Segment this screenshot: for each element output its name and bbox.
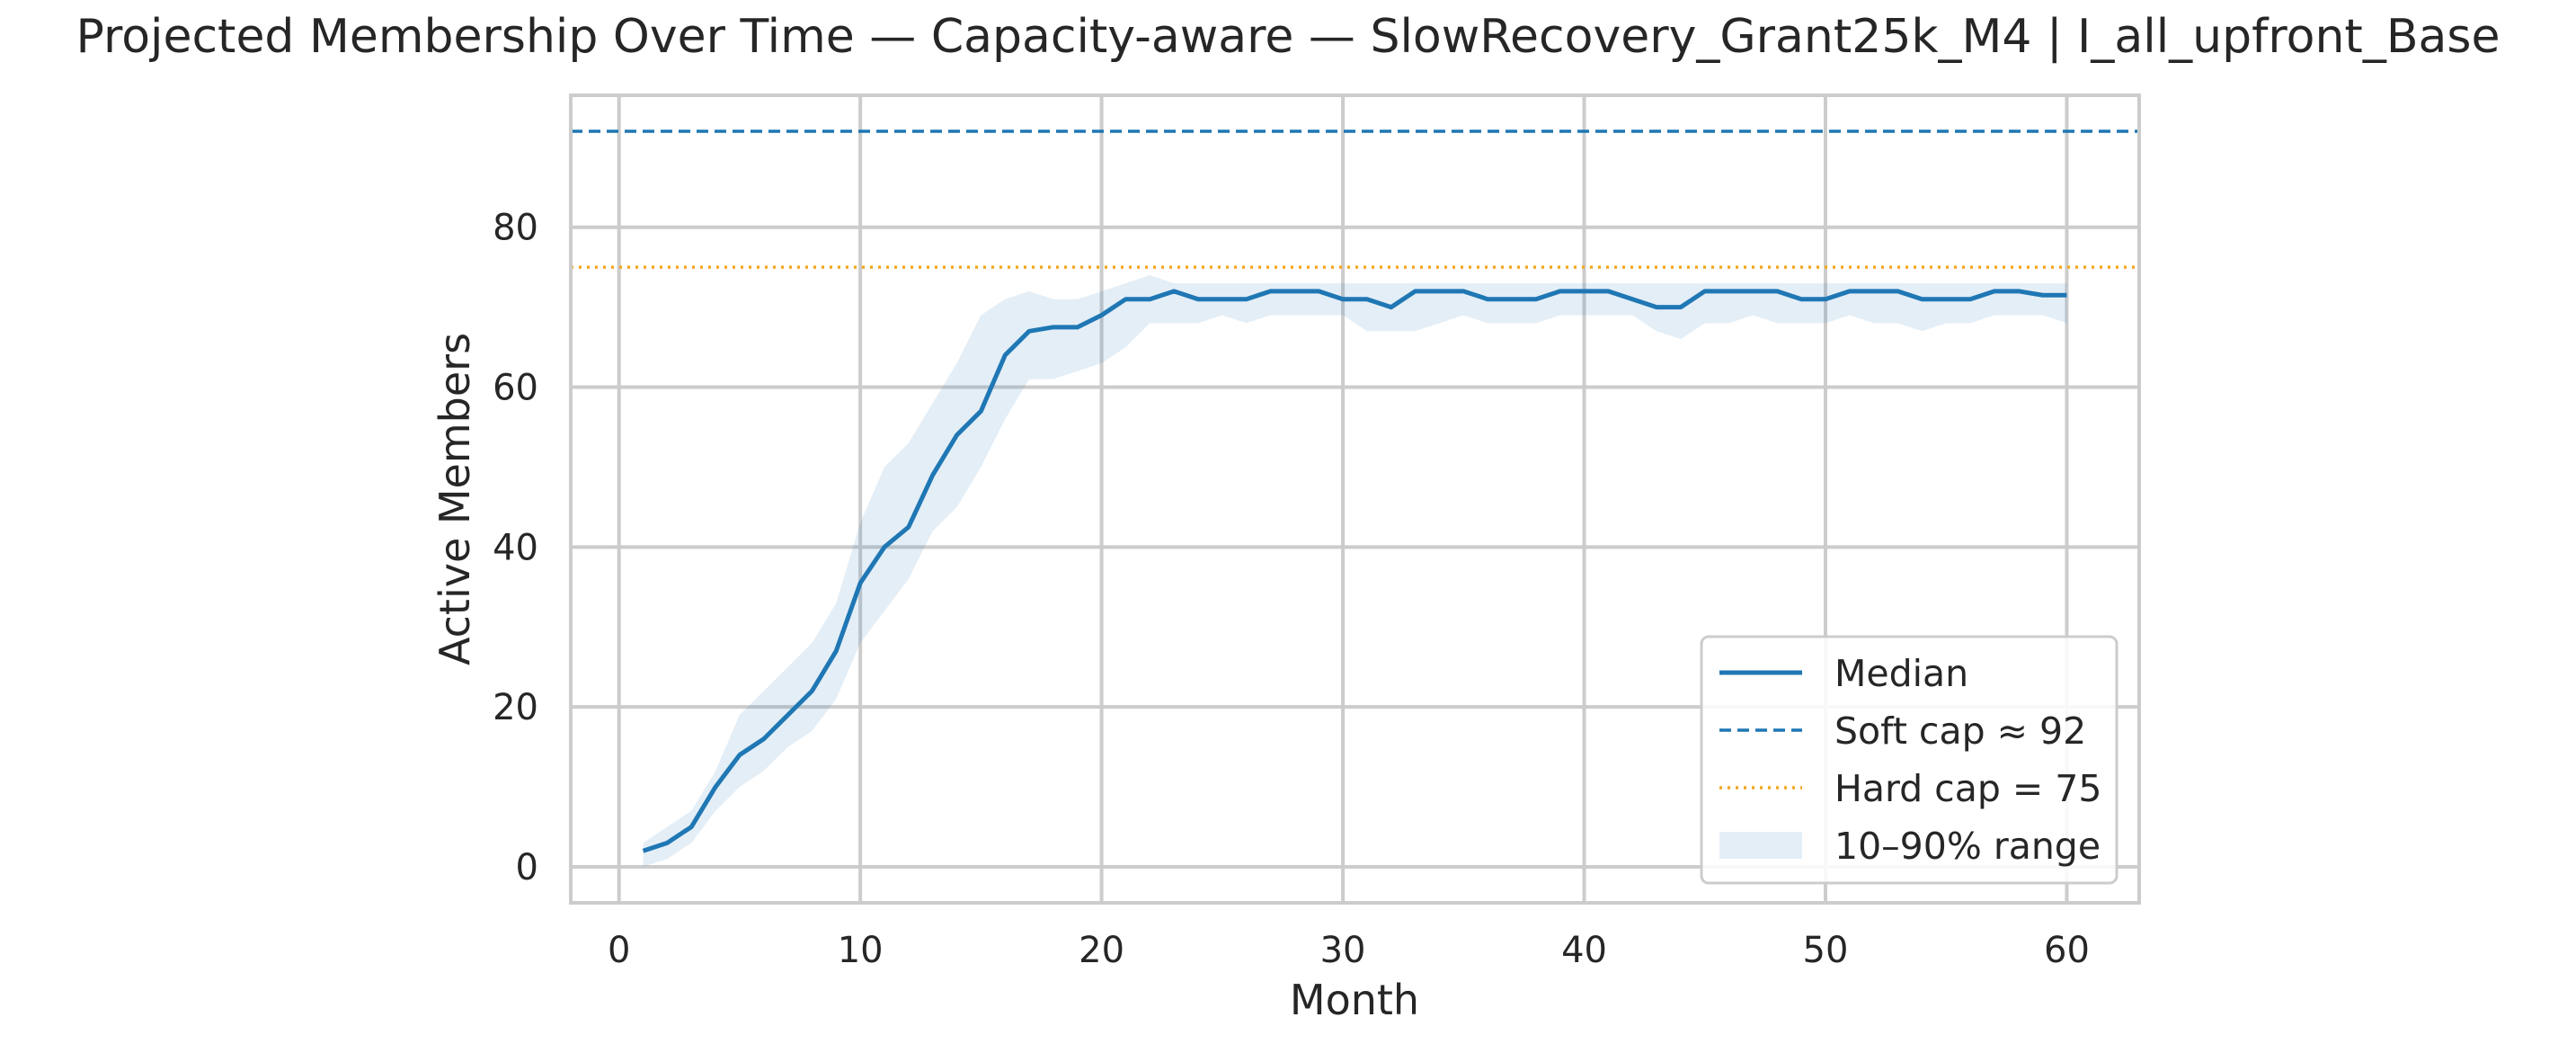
- y-axis-label: Active Members: [431, 333, 479, 665]
- legend-swatch-band: [1719, 832, 1802, 859]
- x-tick-label: 0: [608, 930, 630, 971]
- band-layer: [643, 275, 2067, 867]
- x-axis-label: Month: [1290, 976, 1419, 1024]
- y-tick-label: 40: [493, 527, 538, 568]
- series-layer: [642, 289, 2067, 853]
- x-tick-label: 20: [1079, 930, 1124, 971]
- x-tick-label: 30: [1320, 930, 1366, 971]
- legend-label: Hard cap = 75: [1834, 767, 2101, 810]
- x-axis-ticks: 0 10 20 30 40 50 60: [608, 930, 2090, 971]
- percentile-band: [643, 275, 2067, 867]
- x-tick-label: 10: [838, 930, 884, 971]
- legend-label: Soft cap ≈ 92: [1834, 709, 2086, 753]
- legend: Median Soft cap ≈ 92 Hard cap = 75 10–90% r…: [1700, 635, 2119, 885]
- y-axis-ticks: 0 20 40 60 80: [493, 208, 538, 888]
- y-tick-label: 60: [493, 368, 538, 409]
- y-tick-label: 80: [493, 208, 538, 249]
- x-tick-label: 50: [1803, 930, 1849, 971]
- y-tick-label: 0: [516, 847, 538, 888]
- legend-label: Median: [1834, 652, 1968, 695]
- x-tick-label: 60: [2044, 930, 2090, 971]
- x-tick-label: 40: [1561, 930, 1607, 971]
- legend-label: 10–90% range: [1834, 825, 2101, 868]
- legend-box: [1700, 635, 2119, 885]
- reference-lines: [571, 129, 2139, 269]
- y-tick-label: 20: [493, 687, 538, 728]
- plot-frame: [569, 94, 2141, 905]
- median-line: [642, 289, 2067, 853]
- chart-title: Projected Membership Over Time — Capacit…: [76, 10, 2500, 64]
